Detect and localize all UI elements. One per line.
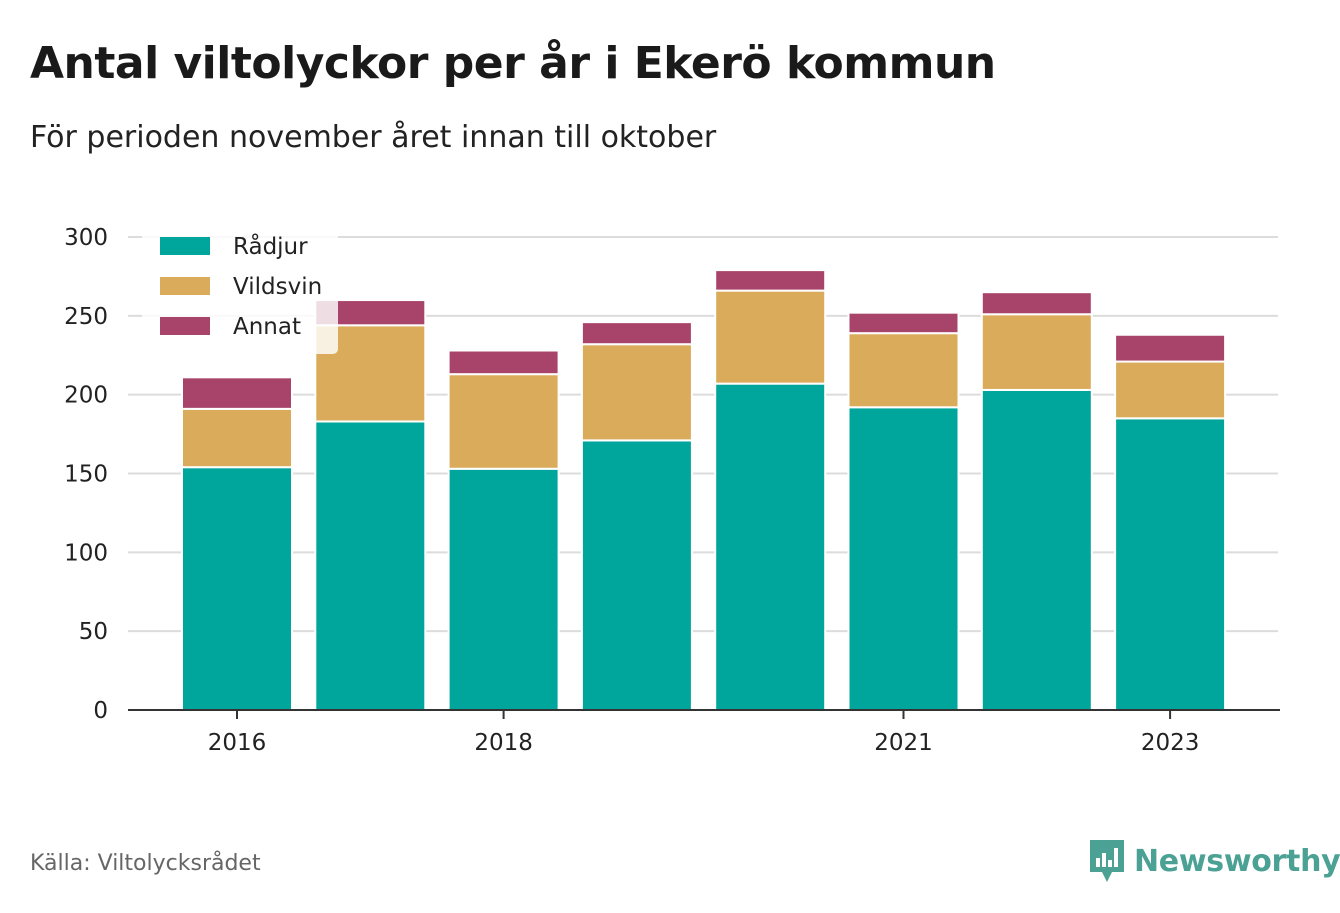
bar-segment	[314, 420, 427, 711]
bars	[181, 269, 1227, 711]
bar-segment	[447, 349, 560, 376]
y-tick-label: 0	[93, 698, 108, 724]
bar-segment	[580, 321, 693, 346]
x-tick-label: 2021	[874, 730, 933, 756]
y-tick-label: 100	[64, 540, 108, 566]
brand-logo: Newsworthy	[1088, 838, 1340, 884]
source-note: Källa: Viltolycksrådet	[30, 851, 261, 876]
bar-segment	[1114, 360, 1227, 420]
chart-subtitle: För perioden november året innan till ok…	[30, 120, 717, 155]
x-axis: 2016 2018 2021 2023	[128, 709, 1280, 756]
legend-label: Annat	[233, 314, 301, 340]
chart-title: Antal viltolyckor per år i Ekerö kommun	[30, 38, 996, 89]
bar-segment	[1114, 333, 1227, 363]
legend: Rådjur Vildsvin Annat	[142, 226, 338, 354]
bar-segment	[980, 313, 1093, 391]
legend-label: Vildsvin	[233, 274, 322, 300]
bar-segment	[447, 373, 560, 470]
x-tick-label: 2023	[1141, 730, 1200, 756]
y-tick-label: 150	[64, 462, 108, 488]
legend-swatch	[160, 277, 210, 295]
bar-segment	[714, 269, 827, 292]
y-tick-label: 300	[64, 225, 108, 251]
bar-segment	[447, 467, 560, 711]
bar-segment	[714, 382, 827, 711]
bar-segment	[714, 289, 827, 385]
brand-name: Newsworthy	[1134, 843, 1340, 879]
bar-segment	[847, 406, 960, 711]
bar-segment	[980, 291, 1093, 316]
bar-segment	[847, 332, 960, 409]
x-tick-label: 2018	[474, 730, 533, 756]
bar-segment	[580, 439, 693, 711]
x-tick-label: 2016	[208, 730, 267, 756]
bar-segment	[1114, 417, 1227, 711]
y-axis-ticks: 0 50 100 150 200 250 300	[64, 225, 108, 724]
newsworthy-logo-icon	[1090, 840, 1124, 882]
bar-segment	[181, 407, 293, 469]
y-tick-label: 200	[64, 383, 108, 409]
legend-label: Rådjur	[233, 232, 308, 260]
bar-segment	[980, 388, 1093, 711]
legend-swatch	[160, 237, 210, 255]
legend-swatch	[160, 317, 210, 335]
bar-segment	[181, 466, 293, 711]
y-tick-label: 50	[79, 619, 108, 645]
bar-segment	[847, 311, 960, 335]
bar-segment	[580, 343, 693, 442]
bar-segment	[181, 376, 293, 410]
y-tick-label: 250	[64, 304, 108, 330]
